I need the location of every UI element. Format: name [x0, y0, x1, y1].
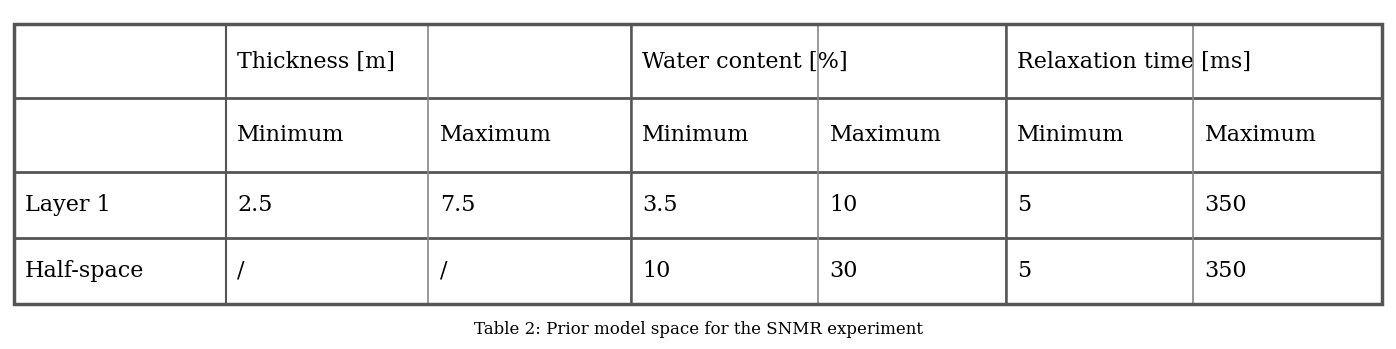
Text: Maximum: Maximum [1205, 124, 1316, 147]
Text: Half-space: Half-space [25, 260, 145, 282]
Text: 3.5: 3.5 [642, 194, 677, 216]
Text: Thickness [m]: Thickness [m] [237, 50, 395, 73]
Text: 10: 10 [829, 194, 859, 216]
Text: Table 2: Prior model space for the SNMR experiment: Table 2: Prior model space for the SNMR … [473, 321, 923, 338]
Bar [14, 24, 1382, 304]
Text: 30: 30 [829, 260, 859, 282]
Text: Minimum: Minimum [642, 124, 750, 147]
Text: 7.5: 7.5 [440, 194, 475, 216]
Text: Minimum: Minimum [1016, 124, 1124, 147]
Text: Maximum: Maximum [440, 124, 551, 147]
Text: /: / [440, 260, 447, 282]
Text: 350: 350 [1205, 194, 1247, 216]
Text: 350: 350 [1205, 260, 1247, 282]
Text: 10: 10 [642, 260, 670, 282]
Text: Water content [%]: Water content [%] [642, 50, 847, 73]
Text: 5: 5 [1016, 260, 1032, 282]
Text: 5: 5 [1016, 194, 1032, 216]
Text: Maximum: Maximum [829, 124, 941, 147]
Text: Relaxation time [ms]: Relaxation time [ms] [1016, 50, 1251, 73]
Text: Layer 1: Layer 1 [25, 194, 110, 216]
Bar [14, 24, 1382, 304]
Text: 2.5: 2.5 [237, 194, 272, 216]
Text: /: / [237, 260, 244, 282]
Text: Minimum: Minimum [237, 124, 345, 147]
